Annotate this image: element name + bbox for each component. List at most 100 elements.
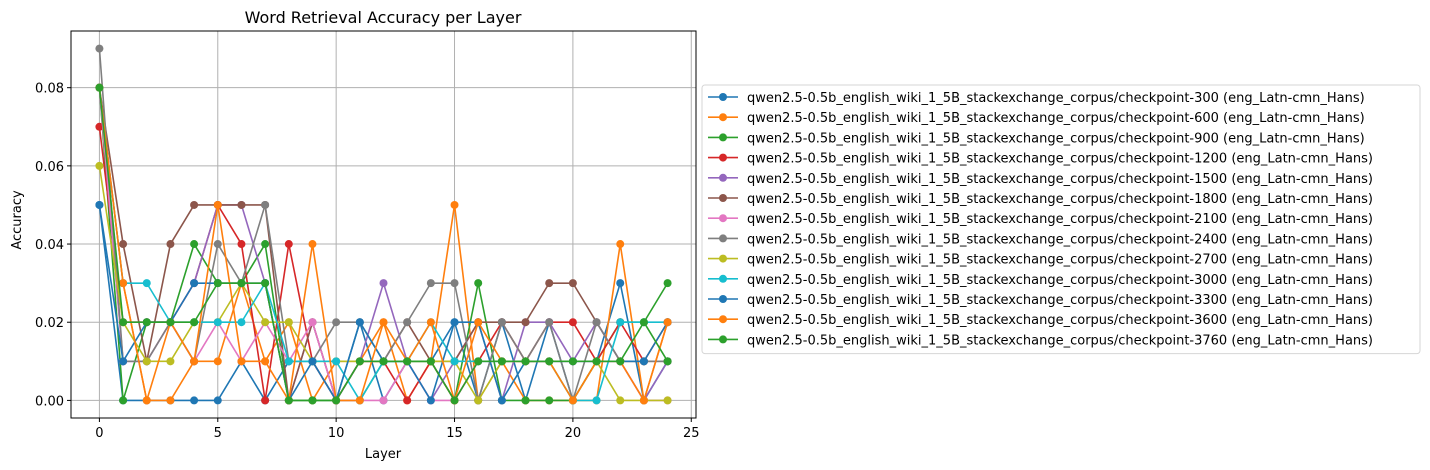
- legend-marker: [719, 173, 727, 182]
- legend-label: qwen2.5-0.5b_english_wiki_1_5B_stackexch…: [747, 232, 1373, 247]
- legend-item: qwen2.5-0.5b_english_wiki_1_5B_stackexch…: [708, 293, 1373, 308]
- data-point: [497, 318, 506, 327]
- data-point: [545, 318, 554, 327]
- data-point: [142, 396, 151, 405]
- legend-item: qwen2.5-0.5b_english_wiki_1_5B_stackexch…: [708, 91, 1365, 106]
- legend-marker: [719, 315, 727, 324]
- data-point: [119, 396, 128, 405]
- data-point: [142, 357, 151, 366]
- data-point: [616, 318, 625, 327]
- data-point: [616, 240, 625, 249]
- legend-item: qwen2.5-0.5b_english_wiki_1_5B_stackexch…: [708, 192, 1373, 207]
- data-point: [119, 240, 128, 249]
- y-axis-title: Accuracy: [10, 190, 25, 250]
- data-point: [545, 396, 554, 405]
- data-point: [474, 318, 483, 327]
- data-point: [474, 396, 483, 405]
- data-point: [426, 396, 435, 405]
- data-point: [237, 200, 246, 209]
- data-point: [639, 396, 648, 405]
- data-point: [261, 396, 270, 405]
- data-point: [639, 357, 648, 366]
- legend-label: qwen2.5-0.5b_english_wiki_1_5B_stackexch…: [747, 212, 1373, 227]
- x-tick-label: 20: [565, 426, 582, 441]
- legend: qwen2.5-0.5b_english_wiki_1_5B_stackexch…: [701, 84, 1421, 355]
- data-point: [639, 318, 648, 327]
- axes: 0 5 10 15 20 25 0.00 0.02 0.04 0.06 0.08: [35, 30, 700, 441]
- legend-marker: [719, 93, 727, 101]
- data-point: [592, 396, 601, 405]
- data-point: [332, 318, 341, 327]
- data-point: [95, 44, 104, 53]
- legend-marker: [719, 153, 727, 162]
- y-tick-label: 0.08: [35, 82, 64, 97]
- legend-marker: [719, 113, 727, 122]
- data-point: [213, 240, 222, 249]
- legend-label: qwen2.5-0.5b_english_wiki_1_5B_stackexch…: [747, 111, 1365, 126]
- legend-marker: [719, 295, 727, 303]
- data-point: [616, 279, 625, 288]
- data-point: [521, 318, 530, 327]
- data-point: [663, 357, 672, 366]
- data-point: [284, 357, 293, 366]
- data-point: [592, 357, 601, 366]
- series-line: [98, 48, 668, 404]
- data-point: [213, 396, 222, 405]
- data-point: [190, 240, 199, 249]
- legend-label: qwen2.5-0.5b_english_wiki_1_5B_stackexch…: [747, 253, 1373, 268]
- data-point: [663, 396, 672, 405]
- legend-item: qwen2.5-0.5b_english_wiki_1_5B_stackexch…: [708, 313, 1373, 328]
- data-point: [403, 396, 412, 405]
- x-tick-label: 0: [95, 426, 103, 441]
- data-point: [190, 318, 199, 327]
- x-tick-label: 15: [446, 426, 463, 441]
- data-point: [616, 396, 625, 405]
- data-point: [142, 318, 151, 327]
- data-point: [426, 357, 435, 366]
- data-point: [284, 396, 293, 405]
- data-point: [616, 357, 625, 366]
- legend-item: qwen2.5-0.5b_english_wiki_1_5B_stackexch…: [708, 131, 1365, 146]
- data-point: [474, 357, 483, 366]
- data-point: [545, 357, 554, 366]
- data-point: [261, 279, 270, 288]
- legend-label: qwen2.5-0.5b_english_wiki_1_5B_stackexch…: [747, 273, 1373, 288]
- data-point: [166, 240, 175, 249]
- data-point: [568, 279, 577, 288]
- data-point: [355, 396, 364, 405]
- y-tick-label: 0.04: [35, 238, 64, 253]
- data-point: [308, 318, 317, 327]
- legend-label: qwen2.5-0.5b_english_wiki_1_5B_stackexch…: [747, 293, 1373, 308]
- legend-marker: [719, 274, 727, 283]
- data-point: [497, 396, 506, 405]
- data-point: [213, 357, 222, 366]
- data-point: [95, 83, 104, 92]
- data-point: [237, 357, 246, 366]
- data-point: [119, 279, 128, 288]
- data-point: [332, 357, 341, 366]
- legend-marker: [719, 194, 727, 202]
- data-point: [521, 357, 530, 366]
- series-13: [95, 83, 672, 405]
- legend-marker: [719, 214, 727, 223]
- legend-item: qwen2.5-0.5b_english_wiki_1_5B_stackexch…: [708, 212, 1373, 227]
- data-point: [308, 357, 317, 366]
- data-point: [450, 200, 459, 209]
- chart-title: Word Retrieval Accuracy per Layer: [245, 8, 522, 27]
- data-point: [379, 357, 388, 366]
- data-point: [261, 240, 270, 249]
- legend-label: qwen2.5-0.5b_english_wiki_1_5B_stackexch…: [747, 313, 1373, 328]
- data-point: [379, 318, 388, 327]
- data-point: [450, 396, 459, 405]
- data-point: [166, 357, 175, 366]
- legend-marker: [719, 254, 727, 263]
- x-axis-title: Layer: [365, 447, 402, 462]
- data-point: [119, 318, 128, 327]
- data-point: [568, 318, 577, 327]
- data-point: [403, 318, 412, 327]
- data-point: [474, 279, 483, 288]
- data-point: [261, 357, 270, 366]
- data-point: [119, 357, 128, 366]
- legend-label: qwen2.5-0.5b_english_wiki_1_5B_stackexch…: [747, 172, 1373, 187]
- data-point: [213, 279, 222, 288]
